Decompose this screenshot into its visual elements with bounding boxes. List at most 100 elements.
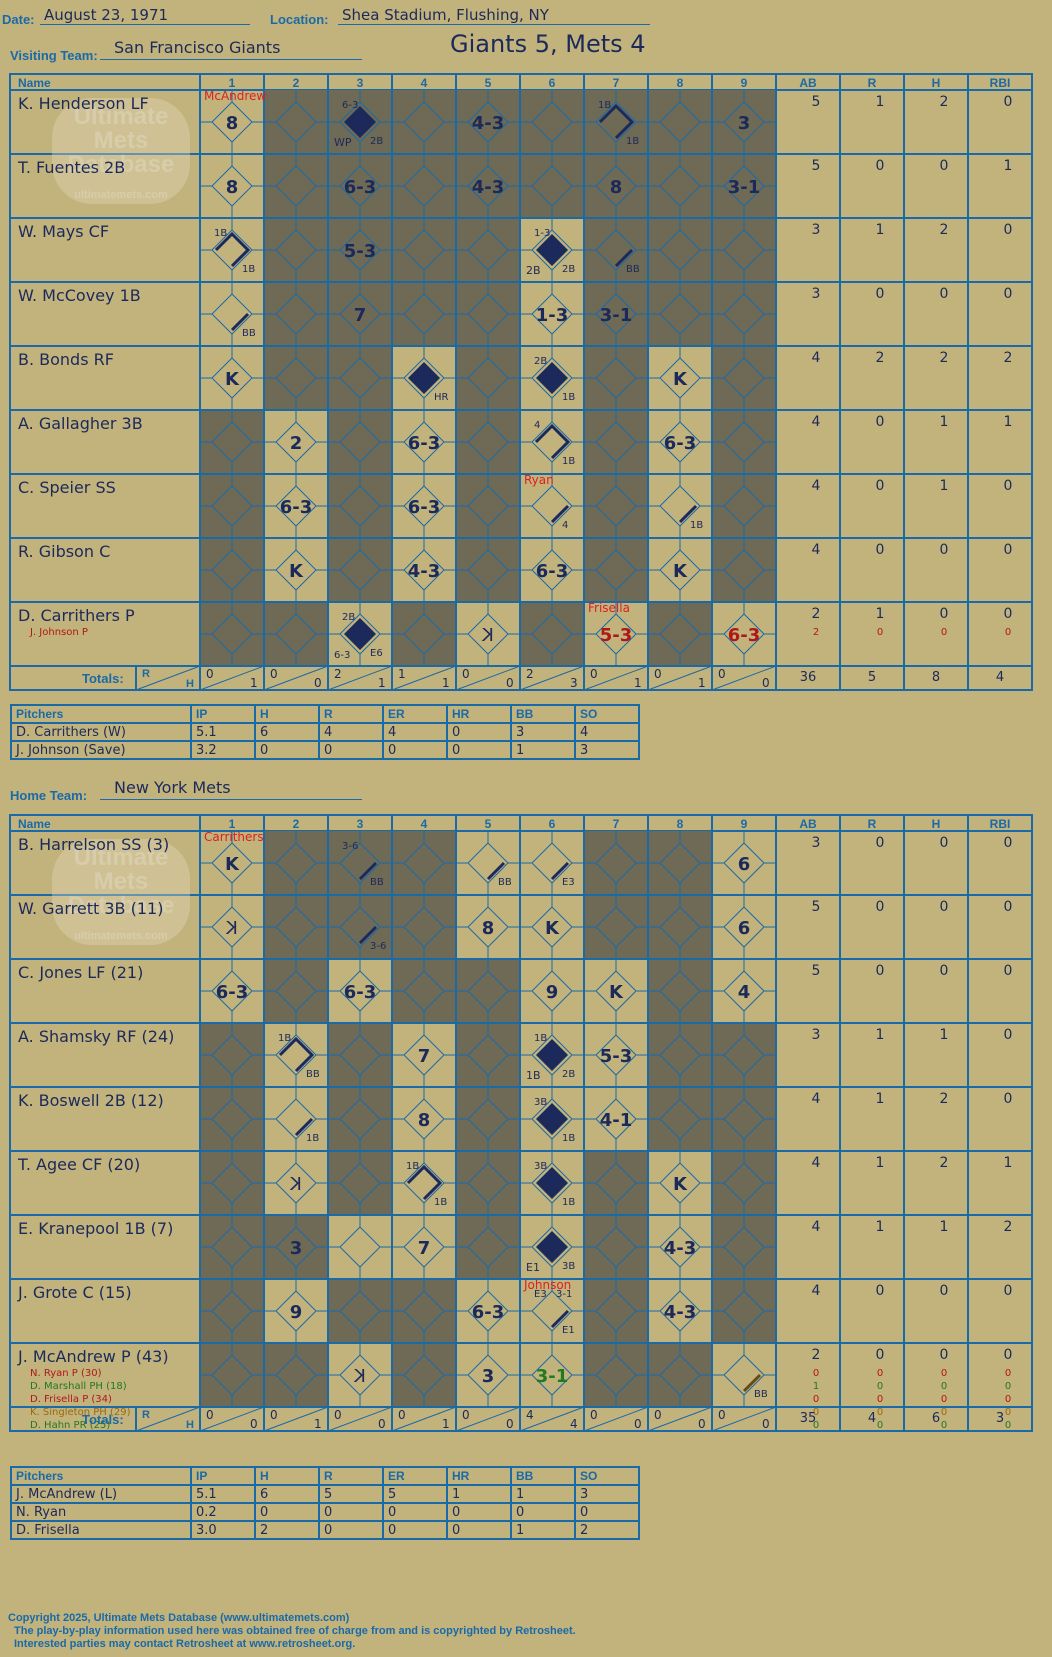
total-stat: 5	[868, 670, 876, 685]
play-result: 6-3	[408, 433, 441, 454]
pitch-col-header: ER	[382, 1466, 448, 1486]
basepath-mark	[614, 248, 634, 268]
final-score: Giants 5, Mets 4	[450, 30, 646, 58]
play-result: 3	[290, 1238, 303, 1259]
pitch-cell: 6	[254, 1484, 320, 1504]
copyright-notice: Copyright 2025, Ultimate Mets Database (…	[8, 1612, 576, 1651]
basepath-mark	[278, 1036, 315, 1073]
hit-note: 1B	[562, 1197, 575, 1208]
inning-runs: 0	[590, 667, 598, 681]
player-stat: 0	[876, 542, 885, 558]
basepath-mark	[550, 504, 570, 524]
run-scored-diamond	[536, 1231, 568, 1263]
play-result: 6	[738, 854, 751, 875]
stat-header: H	[932, 76, 941, 90]
hit-note: 1B	[562, 456, 575, 467]
pitch-col-header: SO	[574, 704, 640, 724]
pitch-col-header: HR	[446, 1466, 512, 1486]
player-name: E. Kranepool 1B (7)	[18, 1219, 173, 1238]
pitch-cell: 4	[382, 722, 448, 742]
play-result: K	[225, 854, 240, 875]
basepath-mark	[358, 861, 378, 881]
player-stat: 1	[1004, 414, 1013, 430]
pitch-col-header: BB	[510, 1466, 576, 1486]
player-stat: 0	[940, 963, 949, 979]
inning-header: 1	[229, 817, 236, 831]
play-result: 3	[738, 113, 751, 134]
sub-name: K. Singleton PH (29)	[30, 1407, 131, 1418]
inning-runs: 1	[398, 667, 406, 681]
player-stat: 1	[876, 1155, 885, 1171]
player-stat: 1	[940, 414, 949, 430]
runs-key: R	[142, 668, 150, 680]
inning-hits: 1	[442, 1417, 450, 1431]
base-note: 2B	[526, 264, 541, 277]
hit-note: 1B	[406, 1161, 419, 1172]
play-result: 3-1	[600, 305, 633, 326]
hit-note: 1B	[690, 520, 703, 531]
hit-note: 1B	[562, 1133, 575, 1144]
svg-text:ultimatemets.com: ultimatemets.com	[74, 189, 168, 201]
player-stat: 3	[812, 222, 821, 238]
name-header: Name	[18, 817, 51, 831]
inning-runs: 4	[526, 1408, 534, 1422]
base-note: 1B	[526, 1069, 541, 1082]
hit-note: E6	[370, 648, 383, 659]
sub-stat: 0	[877, 1420, 883, 1431]
inning-hits: 0	[506, 1417, 514, 1431]
pitch-cell: 0	[382, 1502, 448, 1522]
totals-label: Totals:	[82, 1412, 124, 1427]
player-stat: 4	[812, 350, 821, 366]
hit-note: 1B	[214, 228, 227, 239]
hit-note: 2B	[534, 356, 547, 367]
player-name: W. Mays CF	[18, 222, 109, 241]
sub-stat: 0	[877, 1407, 883, 1418]
player-stat: 0	[876, 478, 885, 494]
sub-stat: 0	[877, 627, 883, 638]
stat-header: AB	[799, 76, 817, 90]
player-name: K. Boswell 2B (12)	[18, 1091, 164, 1110]
pitch-cell: 5.1	[190, 1484, 256, 1504]
hit-note: 3-1	[556, 1289, 572, 1300]
player-stat: 0	[940, 1283, 949, 1299]
name-header: Name	[18, 76, 51, 90]
total-stat: 36	[800, 670, 817, 685]
inning-hits: 0	[698, 1417, 706, 1431]
inning-hits: 1	[250, 676, 258, 690]
basepath-mark	[358, 925, 378, 945]
player-stat: 0	[940, 899, 949, 915]
hit-note: 1B	[278, 1033, 291, 1044]
player-stat: 2	[812, 606, 821, 622]
player-stat: 0	[1004, 94, 1013, 110]
hit-note: E1	[562, 1325, 575, 1336]
pitch-col-header: R	[318, 1466, 384, 1486]
inning-runs: 0	[462, 1408, 470, 1422]
svg-text:ultimatemets.com: ultimatemets.com	[74, 930, 168, 942]
player-name: J. Grote C (15)	[17, 1283, 132, 1302]
play-result: 5-3	[600, 1046, 633, 1067]
play-result: K	[289, 561, 304, 582]
inning-hits: 3	[570, 676, 578, 690]
inning-runs: 0	[654, 1408, 662, 1422]
inning-hits: 1	[634, 676, 642, 690]
play-result: 9	[290, 1302, 303, 1323]
location-label: Location:	[270, 12, 329, 27]
hit-note: 2B	[370, 136, 383, 147]
play-result: 2	[290, 433, 303, 454]
run-scored-diamond	[536, 1167, 568, 1199]
player-stat: 3	[812, 286, 821, 302]
run-scored-diamond	[344, 106, 376, 138]
play-result: 8	[610, 177, 623, 198]
hit-note: 2B	[562, 264, 575, 275]
sub-stat: 0	[941, 1381, 947, 1392]
hit-note: 3-6	[342, 841, 358, 852]
sub-stat: 1	[813, 1381, 819, 1392]
inning-hits: 0	[506, 676, 514, 690]
player-stat: 0	[876, 1283, 885, 1299]
pitch-col-header: SO	[574, 1466, 640, 1486]
player-stat: 0	[876, 158, 885, 174]
inning-header: 1	[229, 76, 236, 90]
inning-hits: 0	[634, 1417, 642, 1431]
inning-runs: 2	[526, 667, 534, 681]
